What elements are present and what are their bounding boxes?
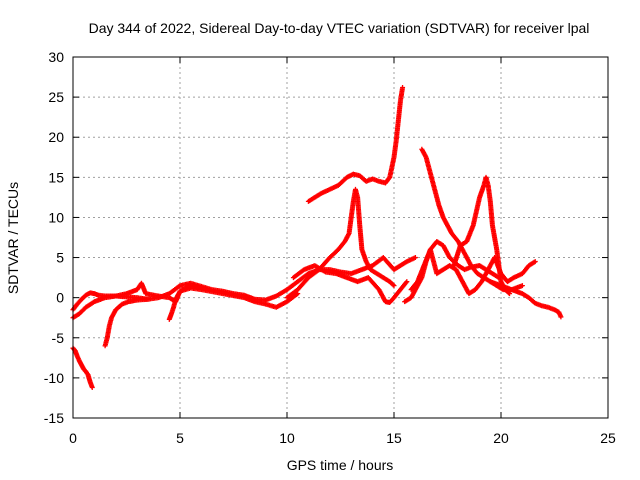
series-arc-rise [102, 296, 151, 349]
series-arc-mid-2 [290, 263, 410, 305]
series-arc-spike-16 [419, 146, 525, 293]
series-arc-tail [487, 279, 564, 320]
data-point [507, 291, 513, 297]
x-tick-label: 25 [600, 430, 616, 446]
series-arc-spike-13 [284, 186, 397, 301]
data-point [532, 259, 538, 265]
y-tick-label: 30 [48, 49, 64, 65]
data-point [198, 285, 204, 291]
y-tick-label: -5 [52, 330, 65, 346]
y-tick-label: 10 [48, 209, 64, 225]
series-arc-base-1 [70, 280, 290, 313]
x-tick-label: 5 [176, 430, 184, 446]
y-tick-label: 15 [48, 169, 64, 185]
y-tick-label: -15 [44, 410, 64, 426]
data-point [145, 296, 151, 302]
data-point [391, 283, 397, 289]
y-tick-label: 25 [48, 89, 64, 105]
series-arc-neg [70, 345, 95, 391]
y-tick-label: 5 [56, 250, 64, 266]
y-axis-label: SDTVAR / TECUs [5, 182, 21, 294]
data-point [390, 282, 396, 288]
data-point [89, 385, 95, 391]
series-arc-dip [166, 283, 204, 322]
data-point [558, 314, 564, 320]
y-tick-label: 20 [48, 129, 64, 145]
series-arc-storm [305, 84, 406, 204]
chart-title: Day 344 of 2022, Sidereal Day-to-day VTE… [89, 20, 590, 36]
x-tick-label: 20 [493, 430, 509, 446]
series-arc-mid-3 [402, 239, 502, 305]
data-point [404, 279, 410, 285]
data-points [70, 84, 564, 391]
data-point [496, 275, 502, 281]
grid-lines [73, 57, 608, 418]
x-tick-label: 10 [279, 430, 295, 446]
data-point [412, 255, 418, 261]
data-point [519, 283, 525, 289]
axis-ticks: -15 -10 -5 0 5 10 15 20 25 30 0 5 10 15 20 25 [44, 49, 616, 446]
x-tick-label: 15 [386, 430, 402, 446]
y-tick-label: -10 [44, 370, 64, 386]
data-point [400, 84, 406, 90]
data-point [403, 280, 409, 286]
plot-frame [72, 56, 609, 419]
x-axis-label: GPS time / hours [287, 457, 394, 473]
series-arc-mid-1 [284, 255, 418, 293]
x-tick-label: 0 [69, 430, 77, 446]
y-tick-label: 0 [56, 290, 64, 306]
